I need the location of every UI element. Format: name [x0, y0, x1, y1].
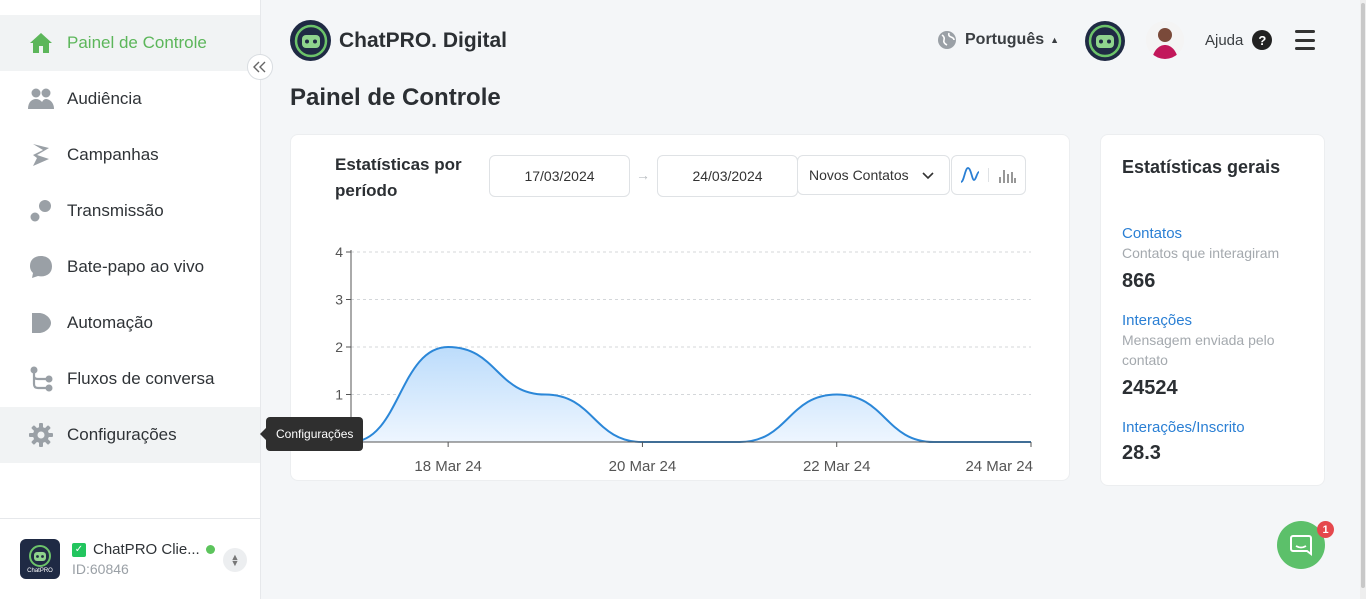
- expand-collapse-icon[interactable]: ▲ ▼: [223, 548, 247, 572]
- online-status-dot: [205, 545, 215, 554]
- collapse-sidebar-button[interactable]: [247, 54, 273, 80]
- stat-desc: Mensagem enviada pelo contato: [1122, 332, 1275, 368]
- line-chart-icon[interactable]: [952, 156, 988, 194]
- chart-title: Estatísticas por período: [335, 155, 462, 200]
- sidebar: Painel de Controle Audiência Campanhas T…: [0, 0, 261, 599]
- y-tick-label: 3: [335, 292, 343, 308]
- metric-select[interactable]: Novos Contatos: [797, 155, 950, 195]
- sidebar-item-label: Painel de Controle: [67, 33, 207, 52]
- question-icon: ?: [1252, 30, 1273, 50]
- sidebar-nav: Painel de Controle Audiência Campanhas T…: [0, 15, 260, 463]
- x-tick-label: 24 Mar 24: [965, 458, 1033, 475]
- page-scrollbar[interactable]: [1360, 0, 1366, 599]
- broadcast-icon: [28, 198, 54, 224]
- language-selector[interactable]: Português ▲: [937, 30, 1059, 50]
- stat-contatos: Contatos Contatos que interagiram 866: [1122, 225, 1317, 293]
- stats-title: Estatísticas gerais: [1122, 157, 1281, 177]
- stat-interacoes: Interações Mensagem enviada pelo contato…: [1122, 312, 1317, 400]
- chat-bubble-icon: [28, 254, 54, 280]
- tooltip: Configurações: [259, 417, 364, 451]
- brand-logo-icon: [290, 20, 331, 61]
- metric-select-value: Novos Contatos: [809, 167, 909, 183]
- sidebar-item-painel[interactable]: Painel de Controle: [0, 15, 260, 71]
- bot-avatar-icon[interactable]: [1085, 21, 1125, 61]
- home-icon: [28, 30, 54, 56]
- sidebar-item-campanhas[interactable]: Campanhas: [0, 127, 260, 183]
- language-label: Português: [965, 31, 1045, 48]
- general-stats-card: Estatísticas gerais Contatos Contatos qu…: [1100, 134, 1325, 486]
- end-date-input[interactable]: 24/03/2024: [657, 155, 798, 197]
- sidebar-item-audiencia[interactable]: Audiência: [0, 71, 260, 127]
- bar-chart-icon[interactable]: [989, 156, 1025, 194]
- account-id: ID:60846: [72, 561, 129, 577]
- automation-icon: [28, 310, 54, 336]
- account-name: ChatPRO Clie...: [93, 541, 200, 558]
- help-label: Ajuda: [1205, 31, 1244, 49]
- sidebar-item-fluxos[interactable]: Fluxos de conversa: [0, 351, 260, 407]
- stat-desc: Contatos que interagiram: [1122, 245, 1280, 261]
- account-logo: ChatPRO: [20, 539, 60, 579]
- stat-label: Contatos: [1122, 225, 1183, 242]
- arrow-right-icon: →: [636, 167, 650, 183]
- hamburger-menu-icon[interactable]: [1295, 30, 1315, 50]
- sidebar-item-label: Campanhas: [67, 145, 159, 164]
- account-switcher[interactable]: ChatPRO ✓ ChatPRO Clie... ID:60846 ▲ ▼: [0, 518, 260, 599]
- sidebar-item-transmissao[interactable]: Transmissão: [0, 183, 260, 239]
- account-logo-text: ChatPRO: [27, 567, 53, 574]
- chevron-down-icon: [922, 172, 934, 180]
- sidebar-item-label: Transmissão: [67, 201, 164, 220]
- globe-icon: [938, 31, 956, 49]
- area-chart: 1 2 3 4 18 Mar 24 20 Mar 24 22 Mar 24 24 Mar 24: [335, 244, 1033, 475]
- x-tick-label: 18 Mar 24: [414, 458, 482, 475]
- stat-label: Interações: [1122, 312, 1193, 329]
- caret-up-icon: ▲: [1050, 35, 1060, 45]
- sidebar-item-label: Fluxos de conversa: [67, 369, 215, 388]
- sidebar-item-automacao[interactable]: Automação: [0, 295, 260, 351]
- y-tick-label: 4: [335, 244, 343, 260]
- stat-interacoes-inscrito: Interações/Inscrito 28.3: [1122, 419, 1317, 465]
- y-tick-label: 1: [335, 387, 343, 403]
- page-title: Painel de Controle: [290, 84, 501, 111]
- brand[interactable]: ChatPRO. Digital: [290, 20, 507, 61]
- x-tick-label: 22 Mar 24: [803, 458, 871, 475]
- notification-badge: 1: [1317, 521, 1334, 538]
- check-icon: ✓: [72, 542, 86, 557]
- stat-label: Interações/Inscrito: [1122, 419, 1245, 436]
- flow-icon: [28, 366, 54, 392]
- campaign-icon: [28, 142, 54, 168]
- y-tick-label: 2: [335, 339, 343, 355]
- stat-value: 24524: [1122, 377, 1178, 399]
- people-icon: [28, 86, 54, 112]
- sidebar-item-label: Configurações: [67, 425, 177, 444]
- series-area: [351, 347, 1031, 442]
- sidebar-item-configuracoes[interactable]: Configurações: [0, 407, 260, 463]
- gear-icon: [28, 422, 54, 448]
- brand-title: ChatPRO. Digital: [339, 28, 508, 52]
- chart-type-toggle: [951, 155, 1026, 195]
- sidebar-item-label: Audiência: [67, 89, 142, 108]
- sidebar-item-bate-papo[interactable]: Bate-papo ao vivo: [0, 239, 260, 295]
- sidebar-item-label: Bate-papo ao vivo: [67, 257, 205, 276]
- help-link[interactable]: Ajuda ?: [1205, 30, 1273, 50]
- sidebar-item-label: Automação: [67, 313, 153, 332]
- stats-by-period-card: Estatísticas por período 17/03/2024 → 24…: [290, 134, 1070, 481]
- start-date-input[interactable]: 17/03/2024: [489, 155, 630, 197]
- stat-value: 28.3: [1122, 442, 1161, 464]
- user-avatar[interactable]: [1146, 21, 1184, 59]
- x-tick-label: 20 Mar 24: [609, 458, 677, 475]
- stat-value: 866: [1122, 270, 1156, 292]
- chat-icon: [1290, 535, 1312, 556]
